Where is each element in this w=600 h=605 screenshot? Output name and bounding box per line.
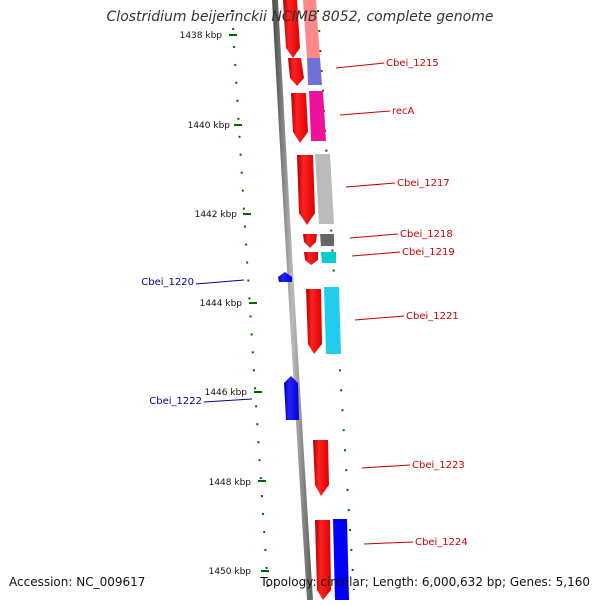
accession-text: Accession: NC_009617 bbox=[9, 575, 146, 589]
ruler-tick-label: 1450 kbp bbox=[209, 567, 252, 577]
gene-label[interactable]: Cbei_1221 bbox=[406, 311, 459, 322]
function-block bbox=[324, 287, 341, 354]
gene-label[interactable]: Cbei_1222 bbox=[149, 396, 202, 407]
cds-arrow-reverse[interactable] bbox=[278, 272, 292, 282]
label-leader-line bbox=[363, 541, 414, 545]
cds-arrow-forward[interactable] bbox=[313, 440, 329, 496]
function-block bbox=[320, 234, 334, 246]
ruler-tick-mark bbox=[229, 34, 237, 36]
gene-label[interactable]: Cbei_1220 bbox=[141, 277, 194, 288]
cds-arrow-forward[interactable] bbox=[283, 0, 300, 58]
ruler-tick-label: 1442 kbp bbox=[195, 210, 238, 220]
label-leader-line bbox=[351, 251, 401, 257]
topology-text: Topology: circular; Length: 6,000,632 bp… bbox=[260, 575, 590, 589]
function-block bbox=[307, 58, 322, 85]
ruler-tick-mark bbox=[261, 570, 269, 572]
ruler-tick-label: 1440 kbp bbox=[188, 121, 231, 131]
label-leader-line bbox=[349, 233, 399, 239]
ruler-tick-label: 1446 kbp bbox=[205, 388, 248, 398]
ruler-tick-label: 1438 kbp bbox=[180, 31, 223, 41]
ruler-tick-label: 1448 kbp bbox=[209, 478, 252, 488]
ruler-tick-mark bbox=[243, 213, 251, 215]
label-leader-line bbox=[195, 279, 245, 285]
cds-arrow-forward[interactable] bbox=[306, 289, 322, 354]
map-title: Clostridium beijerinckii NCIMB 8052, com… bbox=[106, 9, 494, 25]
genome-backbone bbox=[272, 0, 313, 601]
cds-arrow-forward[interactable] bbox=[288, 58, 304, 86]
ruler-tick-label: 1444 kbp bbox=[200, 299, 243, 309]
ruler-tick-mark bbox=[254, 391, 262, 393]
function-block bbox=[303, 0, 320, 58]
gene-label[interactable]: Cbei_1217 bbox=[397, 178, 450, 189]
label-leader-line bbox=[203, 398, 253, 403]
label-leader-line bbox=[335, 62, 385, 69]
function-block bbox=[309, 91, 326, 141]
label-leader-line bbox=[339, 110, 391, 116]
gene-label[interactable]: Cbei_1223 bbox=[412, 460, 465, 471]
label-leader-line bbox=[361, 464, 411, 469]
ruler-tick-mark bbox=[258, 480, 266, 482]
gene-label[interactable]: recA bbox=[392, 106, 415, 117]
function-block bbox=[321, 252, 336, 263]
ruler-tick-mark bbox=[249, 302, 257, 304]
cds-arrow-forward[interactable] bbox=[304, 252, 318, 265]
label-leader-line bbox=[345, 182, 396, 188]
ruler-tick-mark bbox=[234, 124, 242, 126]
gene-label[interactable]: Cbei_1215 bbox=[386, 58, 439, 69]
cds-arrow-forward[interactable] bbox=[291, 93, 308, 143]
cds-arrow-reverse[interactable] bbox=[284, 376, 299, 420]
gene-label[interactable]: Cbei_1224 bbox=[415, 537, 468, 548]
cds-arrow-forward[interactable] bbox=[303, 234, 317, 248]
function-block bbox=[315, 154, 334, 224]
gene-label[interactable]: Cbei_1218 bbox=[400, 229, 453, 240]
cds-arrow-forward[interactable] bbox=[315, 520, 331, 600]
function-block bbox=[333, 519, 349, 600]
gene-label[interactable]: Cbei_1219 bbox=[402, 247, 455, 258]
label-leader-line bbox=[354, 315, 405, 321]
cds-arrow-forward[interactable] bbox=[297, 155, 315, 225]
